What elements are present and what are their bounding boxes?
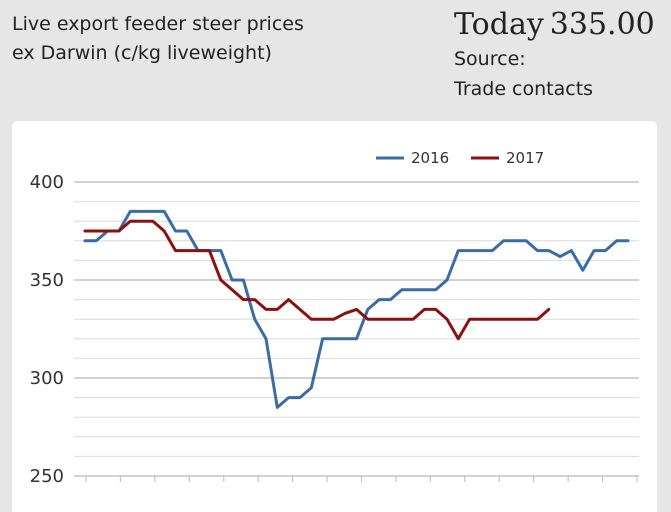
today-label: Today [454,7,544,42]
series-lines [83,209,630,409]
today-block: Today 335.00 Source: Trade contacts [454,6,655,104]
x-axis-ticks [85,476,638,482]
today-price: Today 335.00 [454,6,655,44]
legend-label-2016: 2016 [411,149,449,167]
y-tick-label: 350 [30,270,64,291]
series-line-2017 [83,219,551,341]
legend: 2016 2017 [376,149,544,167]
title-line-2: ex Darwin (c/kg liveweight) [12,42,272,64]
grid-lines [74,181,639,477]
series-line-2016 [83,209,630,409]
source-value: Trade contacts [454,78,594,100]
chart-title: Live export feeder steer prices ex Darwi… [12,10,304,68]
y-tick-label: 400 [30,172,64,193]
source-label: Source: [454,48,526,70]
y-axis-ticks: 250 300 350 400 [30,172,64,487]
title-line-1: Live export feeder steer prices [12,13,304,35]
today-value: 335.00 [549,7,655,42]
line-chart: 250 300 350 400 2016 2017 [30,149,639,487]
y-tick-label: 250 [30,466,64,487]
legend-label-2017: 2017 [506,149,544,167]
y-tick-label: 300 [30,368,64,389]
chart-panel: 250 300 350 400 2016 2017 [12,121,657,512]
